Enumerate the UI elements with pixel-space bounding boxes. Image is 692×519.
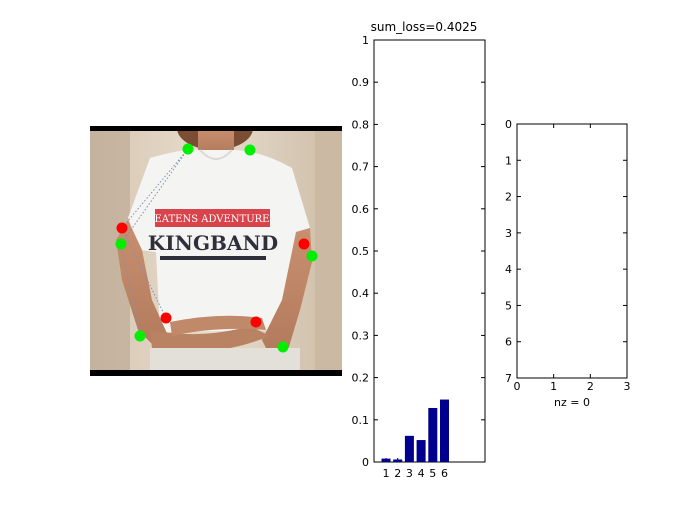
red-keypoint-1 bbox=[116, 222, 128, 234]
plot-area bbox=[516, 123, 628, 379]
green-keypoint-5 bbox=[134, 330, 146, 342]
y-tick-label: 3 bbox=[505, 227, 512, 240]
y-tick-label: 0.1 bbox=[352, 414, 370, 427]
y-tick-label: 6 bbox=[505, 336, 512, 349]
y-axis: 0 0.1 0.2 0.3 0.4 0.5 0.6 0.7 0.8 0.9 1 bbox=[352, 34, 485, 469]
x-tick-label: 2 bbox=[587, 380, 594, 393]
x-tick-label: 0 bbox=[514, 380, 521, 393]
red-keypoint-4 bbox=[250, 316, 262, 328]
y-tick-label: 0.4 bbox=[352, 287, 370, 300]
x-axis: 0 1 2 3 bbox=[514, 124, 631, 393]
shirt-print-line1: EATENS ADVENTURE bbox=[155, 214, 270, 225]
shirt-print-line2: KINGBAND bbox=[148, 231, 278, 255]
y-tick-label: 0 bbox=[505, 118, 512, 131]
red-keypoint-3 bbox=[160, 312, 172, 324]
y-tick-label: 0 bbox=[362, 456, 369, 469]
y-tick-label: 0.6 bbox=[352, 203, 370, 216]
bar-2 bbox=[393, 459, 403, 462]
green-keypoint-2 bbox=[244, 144, 256, 156]
loss-bar-chart: sum_loss=0.4025 0 0.1 0.2 0.3 0.4 0.5 0.6 0.7 0.… bbox=[352, 20, 486, 480]
x-tick-label: 6 bbox=[441, 467, 448, 480]
y-tick-label: 0.5 bbox=[352, 245, 370, 258]
green-keypoint-3 bbox=[115, 238, 127, 250]
bars bbox=[381, 399, 449, 462]
chart-title: sum_loss=0.4025 bbox=[371, 20, 478, 34]
y-tick-label: 5 bbox=[505, 299, 512, 312]
x-axis-label: nz = 0 bbox=[554, 396, 590, 409]
green-keypoint-1 bbox=[182, 143, 194, 155]
x-tick-label: 1 bbox=[383, 467, 390, 480]
bar-4 bbox=[416, 440, 426, 462]
x-tick-label: 3 bbox=[624, 380, 631, 393]
y-tick-label: 1 bbox=[362, 34, 369, 47]
y-tick-label: 4 bbox=[505, 263, 512, 276]
y-tick-label: 0.2 bbox=[352, 372, 370, 385]
y-tick-label: 0.9 bbox=[352, 76, 370, 89]
y-tick-label: 0.7 bbox=[352, 161, 370, 174]
x-tick-label: 3 bbox=[406, 467, 413, 480]
green-keypoint-6 bbox=[277, 341, 289, 353]
bar-3 bbox=[404, 435, 414, 462]
x-tick-label: 1 bbox=[550, 380, 557, 393]
y-tick-label: 0.3 bbox=[352, 329, 370, 342]
keypoint-markers bbox=[115, 143, 318, 353]
x-tick-label: 5 bbox=[429, 467, 436, 480]
y-tick-label: 7 bbox=[505, 372, 512, 385]
pose-image-panel: EATENS ADVENTURE KINGBAND bbox=[90, 126, 342, 376]
y-tick-label: 2 bbox=[505, 191, 512, 204]
green-keypoint-4 bbox=[306, 250, 318, 262]
bar-5 bbox=[428, 407, 438, 462]
skeleton-lines bbox=[120, 148, 189, 337]
letterbox-top bbox=[90, 126, 342, 131]
x-tick-label: 4 bbox=[418, 467, 425, 480]
y-axis: 0 1 2 3 4 5 6 7 bbox=[505, 118, 627, 385]
plot-area bbox=[373, 39, 486, 463]
bar-1 bbox=[381, 458, 391, 462]
red-keypoint-2 bbox=[298, 238, 310, 250]
x-tick-label: 2 bbox=[394, 467, 401, 480]
y-tick-label: 1 bbox=[505, 154, 512, 167]
sparsity-plot: 0 1 2 3 4 5 6 7 0 1 2 3 nz = 0 bbox=[505, 118, 631, 409]
y-tick-label: 0.8 bbox=[352, 118, 370, 131]
shirt-print-band bbox=[155, 209, 270, 227]
bar-6 bbox=[440, 399, 449, 462]
letterbox-bottom bbox=[90, 370, 342, 376]
